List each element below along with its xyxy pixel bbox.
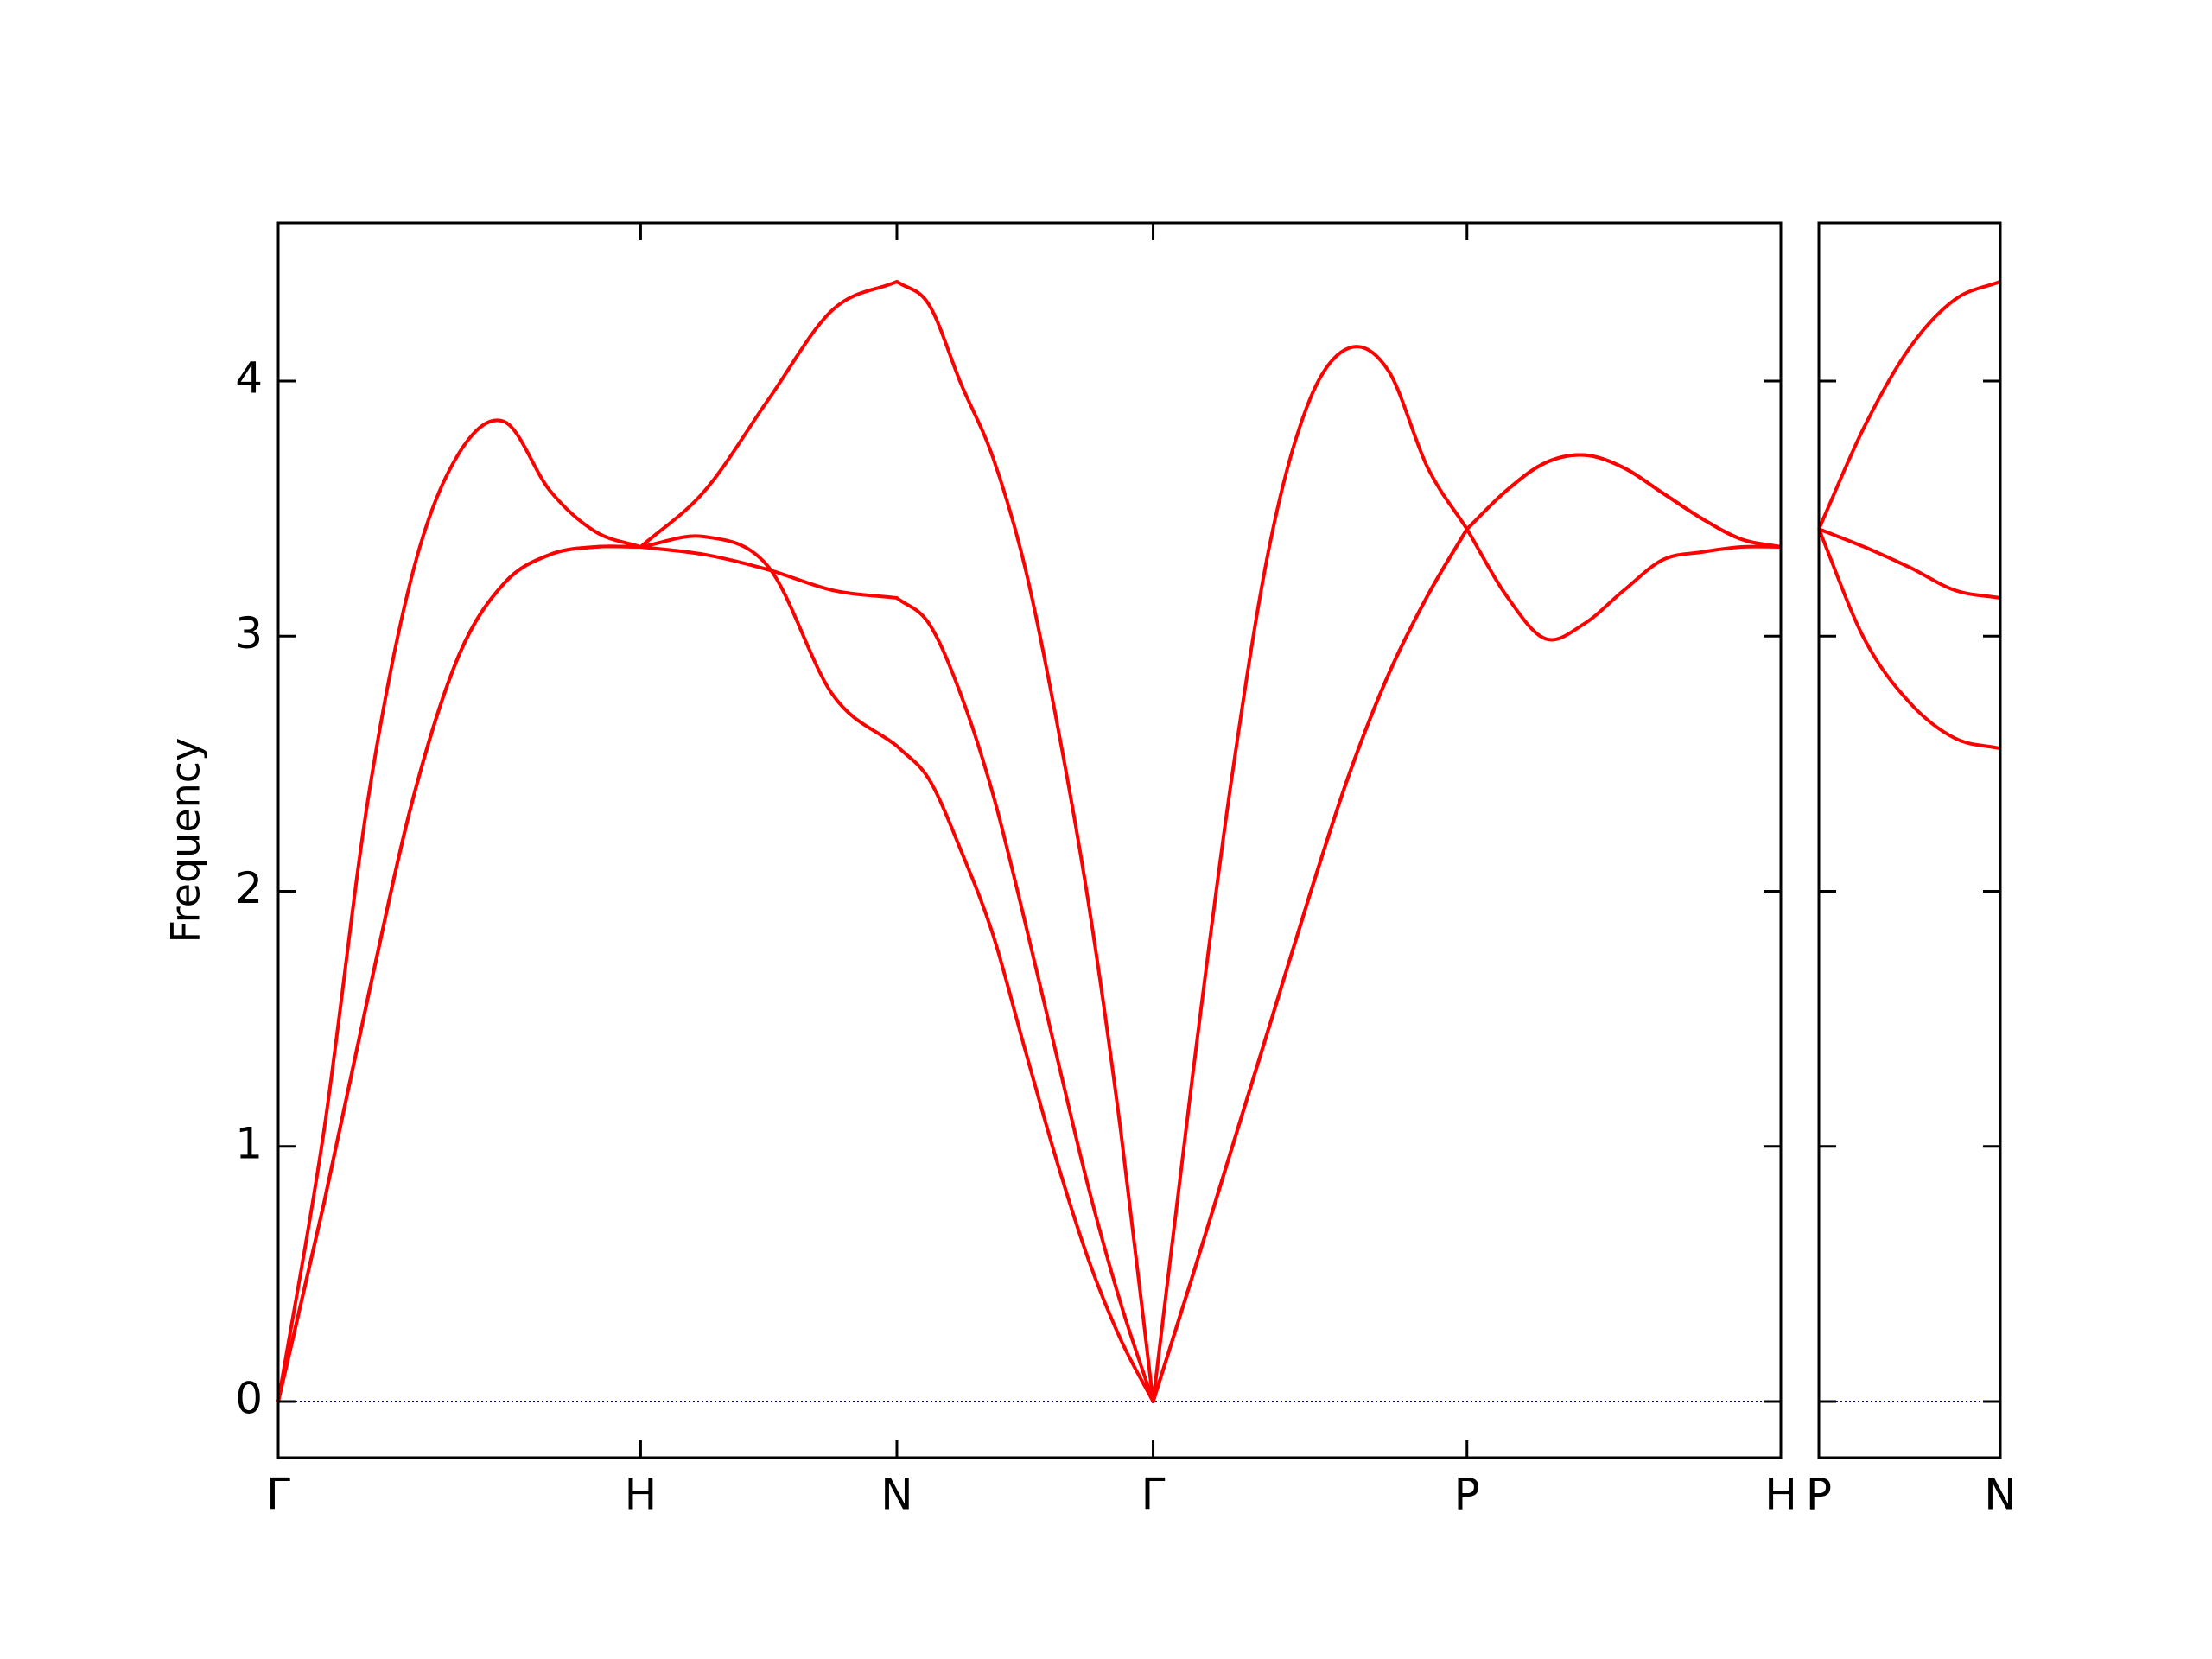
- x-tick-label: P: [1806, 1470, 1832, 1520]
- y-tick-label: 3: [235, 608, 263, 658]
- band-line: [276, 453, 1782, 1404]
- x-tick-label: Γ: [266, 1470, 290, 1520]
- y-axis-label: Frequency: [162, 738, 209, 944]
- band-line: [1817, 528, 2001, 751]
- band-line: [276, 453, 1782, 1404]
- plot-frame: [1817, 221, 2002, 1459]
- plot-frame: [276, 221, 1783, 1459]
- band-line: [1818, 527, 2001, 600]
- x-tick-label: Γ: [1141, 1470, 1166, 1520]
- y-tick-label: 4: [235, 353, 263, 404]
- band-line: [276, 279, 1782, 1404]
- x-tick-label: N: [880, 1470, 912, 1520]
- band-line: [1817, 280, 2001, 531]
- y-tick-label: 0: [235, 1374, 263, 1424]
- x-tick-label: N: [1984, 1470, 2016, 1520]
- x-tick-label: H: [625, 1470, 658, 1520]
- x-tick-label: P: [1454, 1470, 1480, 1520]
- y-tick-label: 1: [235, 1118, 263, 1168]
- x-tick-label: H: [1764, 1470, 1797, 1520]
- y-tick-label: 2: [235, 863, 263, 913]
